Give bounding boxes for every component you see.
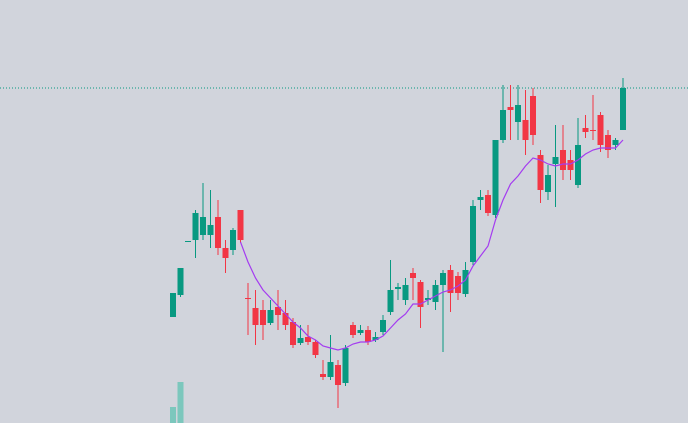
candle-body: [200, 217, 206, 235]
candle-body: [620, 88, 626, 130]
candle-body: [357, 330, 364, 333]
candle-body: [395, 287, 401, 289]
candle-body: [402, 285, 409, 300]
candle-body: [170, 293, 176, 317]
candle-body: [567, 160, 574, 170]
candle-body: [312, 342, 319, 355]
candle-body: [560, 150, 566, 170]
candle-body: [537, 155, 544, 190]
candle-body: [575, 145, 581, 185]
candle-body: [387, 290, 394, 312]
candle-body: [267, 310, 274, 323]
candle-body: [605, 135, 611, 150]
candle-body: [230, 230, 236, 250]
candle-body: [222, 248, 229, 258]
candle-body: [207, 225, 214, 235]
candle-body: [440, 273, 446, 285]
candle-body: [485, 195, 491, 213]
candle-body: [530, 96, 536, 135]
candle-body: [327, 362, 334, 377]
candle-body: [252, 308, 259, 325]
candle-body: [320, 374, 326, 377]
candle-body: [372, 337, 379, 340]
candle-body: [275, 307, 281, 315]
candle-body: [290, 322, 296, 345]
candle-body: [552, 157, 559, 164]
candle-body: [177, 268, 184, 295]
candle-body: [597, 115, 604, 145]
candle-body: [447, 270, 454, 293]
moving-average: [239, 139, 624, 351]
candle-body: [492, 140, 499, 215]
candle-body: [417, 282, 424, 307]
candle-body: [297, 338, 304, 343]
candle-body: [455, 276, 461, 293]
candle-body: [342, 348, 349, 383]
candle-body: [282, 313, 289, 325]
candle-body: [410, 273, 416, 278]
candle-body: [192, 213, 199, 240]
candle-body: [515, 105, 521, 122]
candle-body: [425, 298, 431, 300]
candle-body: [305, 337, 311, 342]
candle-body: [462, 270, 469, 294]
candle-body: [545, 175, 551, 192]
candle-body: [432, 285, 439, 302]
candle-body: [500, 110, 506, 140]
candle-body: [477, 197, 484, 200]
candle-body: [522, 120, 529, 140]
candle-body: [470, 206, 476, 262]
candle-body: [380, 320, 386, 332]
candle-body: [335, 365, 341, 385]
candle-body: [582, 128, 589, 132]
candle-body: [612, 140, 619, 145]
candle-body: [590, 130, 596, 131]
candle-body: [260, 310, 266, 325]
candle-body: [185, 241, 191, 242]
candle-body: [365, 330, 371, 342]
candle-body: [245, 298, 251, 299]
candle-body: [215, 217, 221, 248]
candle-body: [350, 325, 356, 335]
volume-bar: [177, 382, 184, 423]
volume-bar: [170, 407, 176, 423]
candle-body: [237, 210, 244, 240]
candle-body: [507, 107, 514, 110]
